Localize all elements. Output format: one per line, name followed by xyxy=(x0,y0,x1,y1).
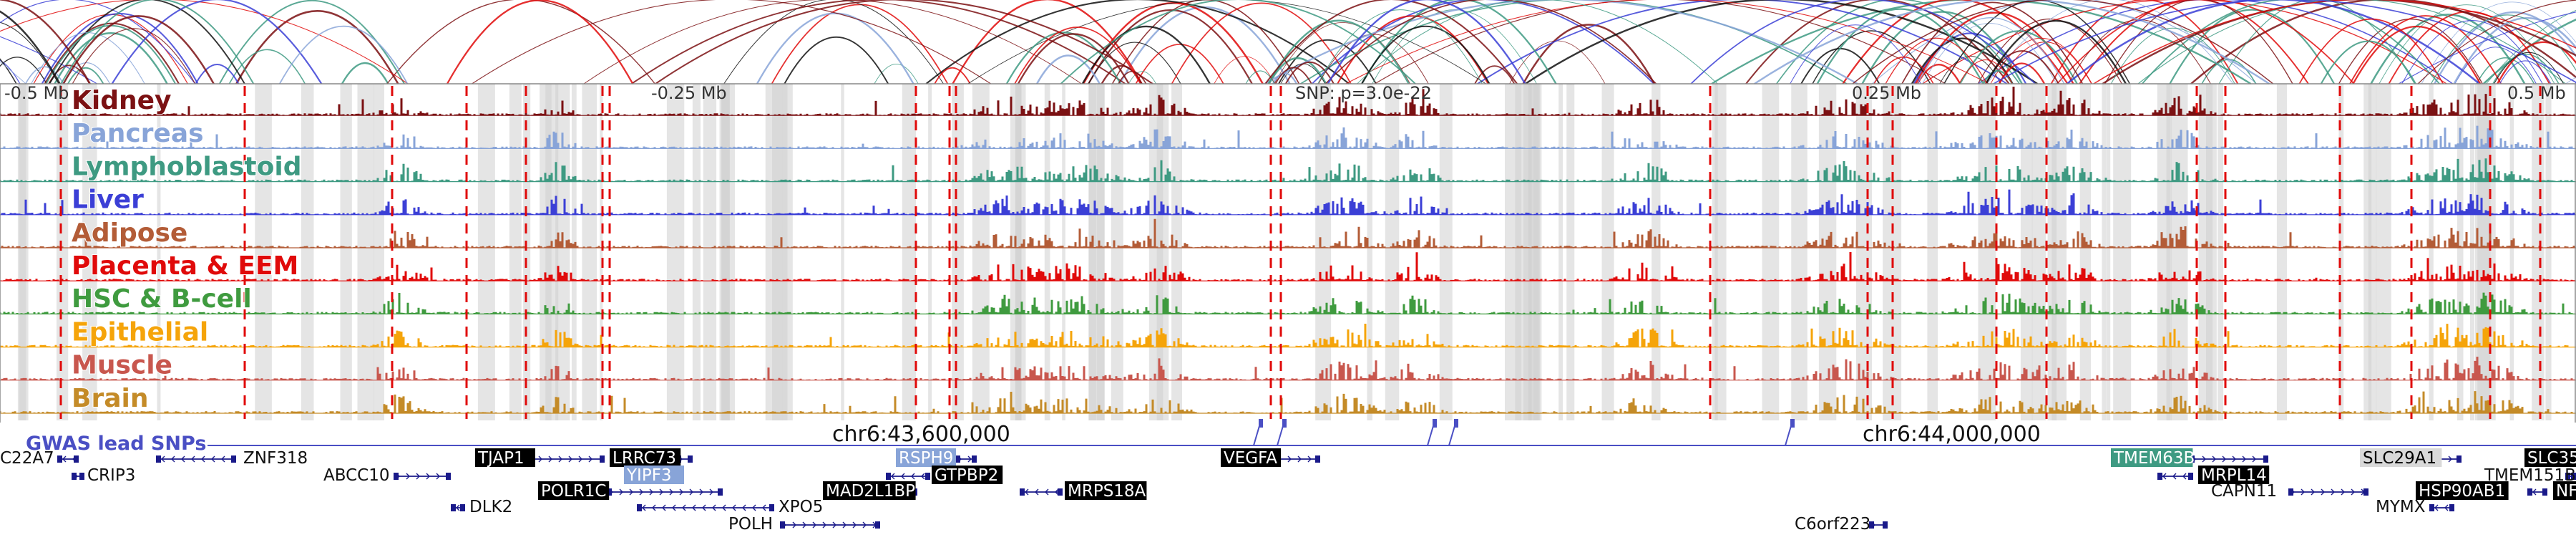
gene-nf[interactable]: NF xyxy=(2553,481,2576,501)
gene-rsph9[interactable]: RSPH9 xyxy=(896,448,977,468)
gene-label: C6orf223 xyxy=(1795,515,1870,534)
gene-polr1c[interactable]: POLR1C xyxy=(538,481,723,501)
gwas-label: GWAS lead SNPs xyxy=(26,433,206,455)
gene-label: GTPBP2 xyxy=(935,466,998,485)
gene-znf318[interactable]: ZNF318 xyxy=(156,449,308,468)
gene-slc29a1[interactable]: SLC29A1 xyxy=(2360,448,2462,468)
gene-abcc10[interactable]: ABCC10 xyxy=(323,466,451,485)
gene-label: MAD2L1BP xyxy=(826,482,915,501)
gene-label: CRIP3 xyxy=(87,466,135,485)
track-label: Epithelial xyxy=(72,317,208,347)
gene-label: POLR1C xyxy=(541,482,606,501)
gwas-track: GWAS lead SNPs chr6:43,600,000 chr6:44,0… xyxy=(26,419,2576,455)
track-label: Placenta & EEM xyxy=(72,251,298,281)
gene-label: SLC29A1 xyxy=(2363,449,2436,468)
ruler-right-label: 0.5 Mb xyxy=(2507,83,2566,103)
gene-track[interactable]: C22A7 CRIP3 ZNF318 ABCC10 DLK2 TJAP1 POLR1C LRR… xyxy=(0,448,2576,534)
position-ruler: -0.5 Mb -0.25 Mb SNP: p=3.0e-22 0.25 Mb … xyxy=(0,83,2576,423)
gene-tjap1[interactable]: TJAP1 xyxy=(475,448,605,468)
ruler-mid-left-label: -0.25 Mb xyxy=(651,83,727,103)
gene-label: NF xyxy=(2556,482,2576,501)
track-label: HSC & B-cell xyxy=(72,284,252,314)
gene-dlk2[interactable]: DLK2 xyxy=(451,498,512,516)
coordinate-right: chr6:44,000,000 xyxy=(1863,422,2041,447)
gene-label: MRPL14 xyxy=(2201,466,2267,485)
chromatin-loop-arcs xyxy=(0,0,2576,85)
gene-xpo5[interactable]: XPO5 xyxy=(637,498,823,516)
snp-marker-lines xyxy=(59,86,2542,419)
gene-label: MYMX xyxy=(2376,498,2426,516)
gene-label: RSPH9 xyxy=(899,449,953,468)
gene-label: CAPN11 xyxy=(2211,482,2277,501)
track-label: Pancreas xyxy=(72,119,204,148)
gene-label: TJAP1 xyxy=(477,449,525,468)
gene-tmem63b[interactable]: TMEM63B xyxy=(2111,448,2268,468)
gene-slc35[interactable]: SLC35 xyxy=(2524,448,2576,468)
gene-label: XPO5 xyxy=(779,498,823,516)
ruler-center-label: SNP: p=3.0e-22 xyxy=(1295,83,1432,103)
gene-c6orf223[interactable]: C6orf223 xyxy=(1795,515,1888,534)
gene-gtpbp2[interactable]: GTPBP2 xyxy=(886,466,1003,485)
ruler-left-label: -0.5 Mb xyxy=(4,83,69,103)
track-label: Kidney xyxy=(72,86,172,115)
gene-label: MRPS18A xyxy=(1068,482,1146,501)
gene-mymx[interactable]: MYMX xyxy=(2376,498,2454,516)
gene-label: SLC35 xyxy=(2527,449,2576,468)
track-label: Adipose xyxy=(72,218,187,248)
gene-capn11[interactable]: CAPN11 xyxy=(2211,482,2368,501)
gene-label: HSP90AB1 xyxy=(2419,482,2505,501)
gene-polh[interactable]: POLH xyxy=(728,515,880,534)
gene-label: C22A7 xyxy=(0,449,54,468)
gene-label: ZNF318 xyxy=(243,449,308,468)
gene-crip3[interactable]: CRIP3 xyxy=(72,466,135,485)
gene-mrps18a[interactable]: MRPS18A xyxy=(1020,481,1147,501)
gene-label: ABCC10 xyxy=(323,466,390,485)
gene-hsp90ab1[interactable]: HSP90AB1 xyxy=(2416,481,2547,501)
coordinate-left: chr6:43,600,000 xyxy=(832,422,1010,447)
gene-lrrc73[interactable]: LRRC73 xyxy=(610,448,693,468)
gene-mad2l1bp[interactable]: MAD2L1BP xyxy=(823,481,917,501)
track-label: Lymphoblastoid xyxy=(72,152,302,181)
track-label: Liver xyxy=(72,185,144,215)
track-label: Muscle xyxy=(72,351,172,380)
gene-label: DLK2 xyxy=(469,498,512,516)
gene-label: POLH xyxy=(728,515,773,534)
gene-label: YIPF3 xyxy=(626,466,672,485)
gene-mrpl14[interactable]: MRPL14 xyxy=(2157,466,2270,485)
ruler-mid-right-label: 0.25 Mb xyxy=(1852,83,1921,103)
signal-tracks xyxy=(0,87,2576,414)
track-label: Brain xyxy=(72,384,148,413)
gene-label: TMEM63B xyxy=(2113,449,2195,468)
gene-c22a7[interactable]: C22A7 xyxy=(0,449,79,468)
gene-yipf3[interactable]: YIPF3 xyxy=(624,466,684,485)
track-labels: Kidney Pancreas Lymphoblastoid LiverAdipose… xyxy=(71,85,303,414)
gene-label: VEGFA xyxy=(1224,449,1277,468)
gene-label: LRRC73 xyxy=(613,449,676,468)
gene-vegfa[interactable]: VEGFA xyxy=(1221,448,1320,468)
